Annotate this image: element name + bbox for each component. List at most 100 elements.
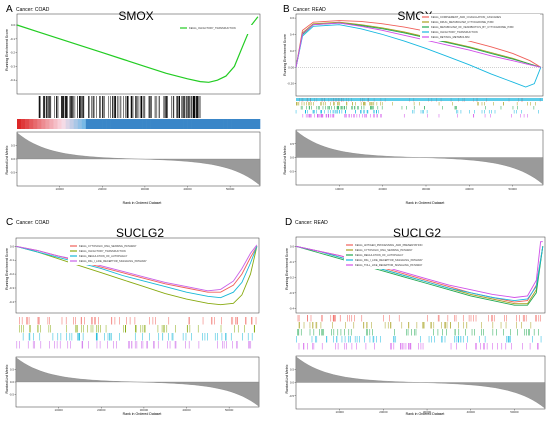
metric-y-tick-label: -0.5 [289, 394, 295, 398]
heat-strip-segment [110, 119, 115, 129]
metric-y-tick-label: 0.5 [10, 368, 15, 372]
legend-box [420, 14, 540, 41]
gene-title: SUCLG2 [116, 226, 164, 240]
y-axis-label-bottom: Ranked List Metric [283, 145, 287, 174]
panel-d: D Cancer: READ SUCLG2 Running Enrichment… [275, 209, 550, 418]
heat-strip-segment [130, 119, 135, 129]
y-tick-label: -0.1 [10, 37, 16, 41]
y-tick-label: -0.4 [10, 78, 16, 82]
x-tick-label: 50000 [226, 187, 235, 191]
metric-y-tick-label: -0.5 [9, 393, 15, 397]
heat-strip-segment [29, 119, 34, 129]
panel-letter: C [6, 217, 13, 228]
x-tick-label: 40000 [465, 187, 474, 191]
heat-strip-segment [77, 119, 83, 129]
x-tick-label: 10000 [54, 408, 63, 412]
legend-entry: KEGG_METABOLISM_OF_XENOBIOTICS_BY_CYTOCH… [431, 25, 514, 29]
top-plot-frame [295, 13, 544, 97]
x-tick-label: 30000 [140, 408, 149, 412]
x-tick-label: 50000 [225, 408, 234, 412]
x-tick-label: 10000 [336, 410, 345, 414]
metric-y-tick-label: 0.5 [290, 142, 295, 146]
heat-strip-segment [69, 119, 74, 129]
heat-strip-segment [134, 119, 139, 129]
panel-b: B Cancer: READ SMOX Running Enrichment S… [275, 0, 550, 209]
heat-strip-segment [146, 119, 151, 129]
heat-strip-segment [239, 119, 245, 129]
heat-strip-segment [191, 119, 196, 129]
gsea-plot-b: B Cancer: READ SMOX Running Enrichment S… [283, 4, 544, 205]
heat-strip-segment [57, 119, 62, 129]
y-axis-label-top: Running Enrichment Score [285, 248, 289, 290]
legend-entry: KEGG_COMPLEMENT_AND_COAGULATION_CASCADES [431, 15, 501, 19]
ranked-metric-area [295, 130, 544, 185]
legend-box [68, 243, 180, 265]
x-tick-label: 30000 [422, 187, 431, 191]
legend-entry: KEGG_OLFACTORY_TRANSDUCTION [79, 249, 126, 253]
hit-band [296, 98, 543, 101]
heat-strip-segment [223, 119, 228, 129]
y-tick-label: 0.0 [11, 23, 16, 27]
metric-y-tick-label: 0.5 [11, 144, 16, 148]
cancer-label: Cancer: COAD [16, 220, 50, 226]
y-axis-label-bottom: Ranked List Metric [5, 145, 9, 174]
series-line [295, 22, 541, 68]
y-tick-label: 0.0 [10, 244, 15, 248]
x-tick-label: 20000 [378, 187, 387, 191]
gene-title: SUCLG2 [393, 226, 441, 240]
gsea-plot-d: D Cancer: READ SUCLG2 Running Enrichment… [285, 217, 546, 416]
series-line [295, 20, 542, 68]
metric-y-tick-label: -0.5 [10, 171, 16, 175]
heat-strip-segment [37, 119, 42, 129]
heat-strip-segment [227, 119, 232, 129]
panel-a: A Cancer: COAD SMOX Running Enrichment S… [0, 0, 275, 209]
heat-strip-segment [187, 119, 192, 129]
gene-title: SMOX [118, 9, 153, 23]
heat-strip-segment [203, 119, 208, 129]
heat-strip-segment [235, 119, 241, 129]
cancer-label: Cancer: READ [293, 7, 326, 13]
y-tick-label: -0.3 [10, 64, 16, 68]
y-tick-label: -0.1 [9, 258, 15, 262]
y-tick-label: 0.6 [290, 16, 295, 20]
panel-letter: D [285, 217, 292, 228]
legend-entry: KEGG_ANTIGEN_PROCESSING_AND_PRESENTATION [355, 243, 422, 247]
legend-entry: KEGG_OLFACTORY_TRANSDUCTION [431, 30, 478, 34]
heat-strip-segment [199, 119, 204, 129]
heat-strip-segment [142, 119, 147, 129]
heat-strip-segment [122, 119, 127, 129]
top-plot-frame [15, 237, 260, 314]
heat-strip-segment [126, 119, 131, 129]
cancer-label: Cancer: COAD [16, 7, 50, 13]
x-tick-label: 30000 [141, 187, 150, 191]
heat-strip-segment [179, 119, 184, 129]
metric-y-tick-label: 0.0 [290, 156, 295, 160]
series-line [15, 245, 258, 306]
y-tick-label: -0.2 [289, 275, 295, 279]
x-tick-label: 50000 [510, 410, 519, 414]
y-tick-label: -0.3 [289, 291, 295, 295]
x-tick-label: 50000 [508, 187, 517, 191]
legend-entry: KEGG_RIG_I_LIKE_RECEPTOR_SIGNALING_PATHW… [79, 259, 147, 263]
heat-strip-segment [73, 119, 79, 129]
heat-strip-segment [41, 119, 46, 129]
series-line [15, 244, 258, 292]
heat-strip-segment [81, 119, 87, 129]
legend-entry: KEGG_REGULATION_OF_AUTOPHAGY [355, 253, 404, 257]
series-line [295, 245, 544, 306]
y-tick-label: -0.3 [9, 286, 15, 290]
panel-c: C Cancer: COAD SUCLG2 Running Enrichment… [0, 209, 275, 418]
heat-strip-segment [106, 119, 111, 129]
x-tick-label: 10000 [335, 187, 344, 191]
gsea-plot-a: A Cancer: COAD SMOX Running Enrichment S… [5, 4, 261, 205]
y-axis-label-top: Running Enrichment Score [5, 29, 9, 71]
heat-strip-segment [154, 119, 160, 129]
y-tick-label: -0.20 [287, 82, 294, 86]
x-axis-label: Rank in Ordered Dataset [123, 201, 162, 205]
heat-strip-segment [215, 119, 220, 129]
x-tick-label: 20000 [97, 408, 106, 412]
top-plot-frame [295, 236, 546, 314]
ranked-metric-area [15, 357, 260, 407]
heat-strip-segment [162, 119, 168, 129]
legend-entry: KEGG_RETINOL_METABOLISM [431, 35, 469, 39]
